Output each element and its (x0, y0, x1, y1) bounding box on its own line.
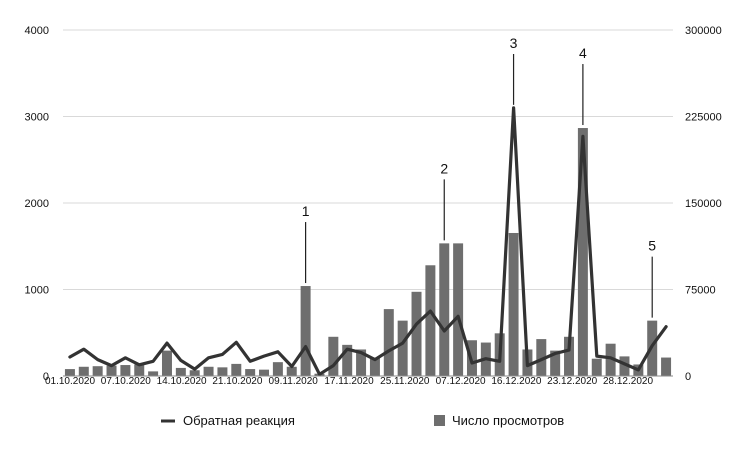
bar (383, 309, 394, 376)
bar (231, 363, 242, 376)
annotation-label: 5 (648, 238, 656, 254)
x-tick-label: 17.11.2020 (324, 376, 374, 387)
bar (397, 320, 408, 376)
bar (619, 356, 630, 376)
bar (106, 365, 117, 376)
x-tick-label: 23.12.2020 (547, 376, 597, 387)
grid-lines (63, 29, 673, 290)
bar (148, 371, 159, 376)
bar (92, 366, 103, 376)
line-series (68, 106, 668, 376)
bar (550, 350, 561, 376)
y-right-tick-label: 150000 (685, 198, 722, 210)
legend-label-feedback: Обратная реакция (183, 413, 295, 428)
x-tick-label: 21.10.2020 (212, 376, 262, 387)
bar (286, 366, 297, 376)
feedback-line (68, 106, 668, 376)
bar (175, 367, 186, 376)
annotation-label: 4 (579, 45, 587, 61)
y-left-tick-label: 2000 (25, 198, 49, 210)
bar (439, 243, 450, 376)
bar (536, 339, 547, 376)
bar (508, 232, 519, 376)
bar (120, 365, 131, 376)
x-tick-label: 01.10.2020 (45, 376, 95, 387)
annotation-label: 3 (510, 35, 518, 51)
bar (203, 366, 214, 376)
bar (272, 362, 283, 376)
bar (369, 357, 380, 376)
bar (259, 369, 270, 376)
bar (605, 343, 616, 376)
bar (328, 336, 339, 376)
bar (245, 369, 256, 376)
bar (78, 366, 89, 376)
annotation-label: 2 (440, 160, 448, 176)
x-tick-label: 07.10.2020 (101, 376, 151, 387)
y-right-tick-label: 225000 (685, 112, 722, 124)
bar (577, 128, 588, 376)
bar (453, 243, 464, 376)
bar (161, 350, 172, 376)
bar (189, 370, 200, 376)
x-tick-label: 28.12.2020 (603, 376, 653, 387)
y-right-tick-label: 300000 (685, 25, 722, 37)
bar (64, 369, 75, 376)
annotation-label: 1 (302, 203, 310, 219)
legend: Обратная реакция Число просмотров (161, 413, 564, 428)
x-tick-label: 09.11.2020 (269, 376, 319, 387)
y-left-tick-label: 4000 (25, 25, 49, 37)
bar (411, 291, 422, 376)
bar (591, 358, 602, 376)
x-tick-label: 14.10.2020 (157, 376, 207, 387)
y-left-tick-label: 0 (43, 371, 49, 383)
bar (134, 364, 145, 376)
x-tick-label: 07.12.2020 (436, 376, 486, 387)
x-tick-label: 25.11.2020 (380, 376, 430, 387)
bar (300, 286, 311, 376)
x-tick-label: 16.12.2020 (491, 376, 541, 387)
legend-label-views: Число просмотров (452, 413, 564, 428)
bar (661, 357, 672, 376)
legend-bar-swatch (434, 415, 445, 426)
bar (217, 367, 228, 376)
y-right-tick-label: 75000 (685, 285, 716, 297)
bar (425, 265, 436, 376)
bar (342, 344, 353, 376)
annotations: 1 2 3 4 5 (302, 35, 656, 318)
y-left-tick-label: 1000 (25, 285, 49, 297)
y-right-tick-label: 0 (685, 371, 691, 383)
axes: 0 0 1000 75000 2000 150000 3000 225000 4000 30000… (25, 25, 722, 387)
y-left-tick-label: 3000 (25, 112, 49, 124)
bar (356, 349, 367, 376)
bar (564, 336, 575, 376)
